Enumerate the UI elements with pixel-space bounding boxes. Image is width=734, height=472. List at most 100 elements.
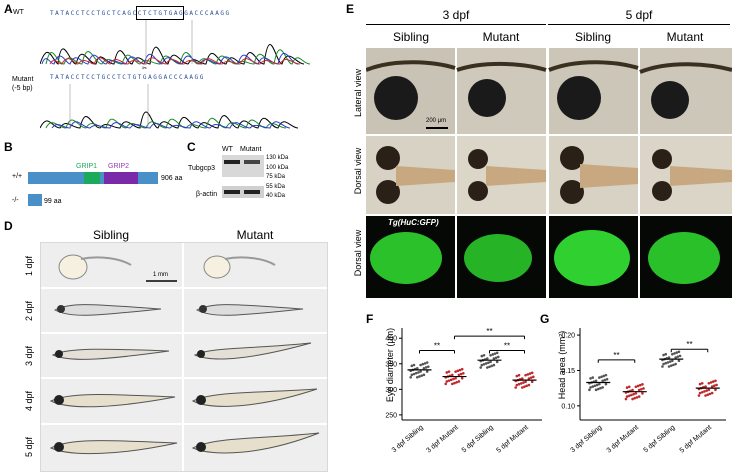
g-point [678,354,682,358]
mutant-label: Mutant [12,76,34,83]
g-sig-label: ** [686,340,692,349]
g-point [677,359,681,363]
f-point [420,374,423,377]
g-point [662,362,665,366]
f-point [445,380,449,383]
f-point [486,366,489,369]
g-point [634,385,638,389]
f-point [444,382,447,386]
blot-col-wt: WT [222,146,233,153]
wt-sequence: TATACCTCCTGCTCAGCCTCTGTGAGGACCCAAGG [50,10,231,17]
f-point [492,363,496,367]
blot-row-tubgcp3: Tubgcp3 [188,165,215,172]
f-point [490,364,493,368]
f-category-label: 5 dpf Mutant [495,424,529,454]
g-point [664,361,668,365]
d-row-1dpf: 1 dpf [24,255,34,276]
wt-genotype: +/+ [12,173,23,180]
d-scale-label: 1 mm [153,272,168,278]
g-point [671,359,674,363]
f-point [410,364,414,368]
f-point [482,362,486,366]
g-point [697,394,701,397]
grip1-domain [84,172,100,184]
g-ytick-label: 0.20 [561,333,575,340]
f-ytick-label: 250 [385,412,397,419]
g-point [601,379,604,383]
f-point [457,380,461,383]
e-time-3dpf: 3 dpf [442,8,470,22]
g-point [674,356,677,359]
mut-genotype: -/- [12,197,19,204]
f-point [484,362,488,365]
g-point [588,388,591,392]
g-point [667,365,671,368]
f-point [455,380,458,384]
f-point [486,357,489,360]
f-point [521,377,524,380]
f-point [489,360,492,364]
g-point [594,379,598,383]
g-ytick-label: 0.15 [561,368,575,375]
g-point [669,364,673,367]
g-ytick-label: 0.10 [561,403,575,410]
g-point [631,397,634,401]
f-point [447,379,451,382]
f-point [458,368,462,372]
f-point [424,366,428,369]
grip1-label: GRIP1 [76,163,98,170]
blot-row-actin: β-actin [196,191,218,198]
f-point [517,382,521,386]
g-point [589,377,592,380]
g-category-label: 3 dpf Sibling [570,424,604,454]
g-category-label: 5 dpf Mutant [679,424,713,454]
g-point [602,374,606,378]
marker-40: 40 kDa [266,193,286,199]
f-point [425,370,429,373]
micrograph-grid: 200 μm Tg(HuC:GFP) [366,48,732,298]
marker-130: 130 kDa [266,155,289,161]
g-point [662,353,665,357]
f-point [479,366,482,369]
g-point [599,386,602,390]
g-point [671,352,674,356]
f-point [515,374,519,378]
g-point [637,388,641,392]
g-point [600,375,603,379]
g-point [707,388,711,392]
g-category-label: 5 dpf Sibling [643,424,677,454]
d-row-5dpf: 5 dpf [24,436,34,457]
marker-100: 100 kDa [266,164,289,171]
g-point [634,392,638,395]
g-point [666,361,670,364]
f-point [529,376,533,379]
g-point [632,392,635,396]
g-point [664,352,668,356]
f-point [495,351,499,355]
e-col-mutant-3: Mutant [482,30,520,44]
g-point [593,384,597,388]
e-row-dorsal-gfp: Dorsal view [353,229,363,277]
marker-55: 55 kDa [266,183,286,190]
f-point [414,371,418,375]
mut-protein-bar [28,194,42,206]
f-point [524,380,527,384]
e-scale-label: 200 μm [426,118,447,124]
g-category-label: 3 dpf Mutant [606,424,640,454]
d-col-mutant: Mutant [236,228,274,242]
f-point [462,371,465,375]
f-point [419,363,422,367]
e-col-sibling-5: Sibling [574,30,612,44]
g-point [700,381,704,385]
f-point [412,372,416,376]
g-point [698,391,702,395]
e-col-mutant-5: Mutant [666,30,704,44]
g-point [595,383,599,387]
g-point [706,393,710,396]
g-point [698,382,702,386]
f-point [419,370,422,373]
kda-markers: 130 kDa 100 kDa 75 kDa 55 kDa 40 kDa [266,154,288,202]
d-row-2dpf: 2 dpf [24,300,34,321]
f-point [447,370,451,373]
